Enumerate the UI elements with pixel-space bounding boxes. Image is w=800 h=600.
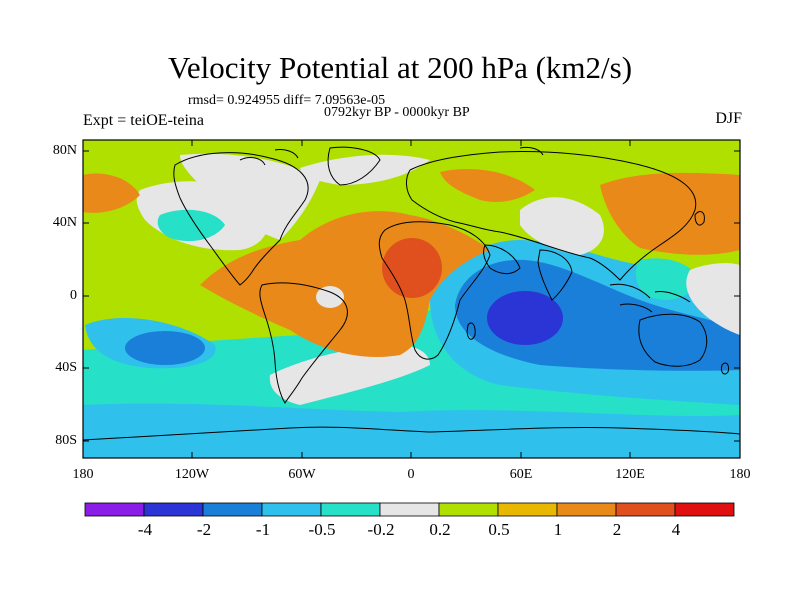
coast-japan [694,211,705,226]
stats-label: rmsd= 0.924955 diff= 7.09563e-05 [188,93,386,108]
colorbar-swatch [261,502,322,517]
coast-antarctica [83,426,740,441]
coast-greenland [327,146,381,186]
field-north-pacific-cyan [157,209,225,242]
colorbar-label: 1 [553,520,563,539]
coast-arctic-islands [239,146,544,166]
lon-tick-label: 180 [729,467,751,482]
colorbar-swatch [438,502,499,517]
field-south-atlantic-grey [269,344,430,405]
colorbar-swatch [84,502,145,517]
field-east-pacific-grey [686,263,740,335]
colorbar-swatch [674,502,735,517]
field-amazon-grey [316,286,344,308]
lon-tick-label: 0 [407,467,415,482]
colorbar-label: -1 [255,520,271,539]
colorbar-swatch [320,502,381,517]
field-north-west-orange [83,173,140,213]
lon-tick-label: 120E [615,467,645,482]
field-south-pacific-mid [125,331,205,365]
colorbar-label: -4 [137,520,153,539]
colorbar-swatch [615,502,676,517]
colorbar [84,502,735,517]
velocity-potential-field [83,140,740,458]
lon-tick-label: 60E [509,467,533,482]
colorbar-swatch [379,502,440,517]
lat-tick-label: 40S [55,360,77,375]
field-north-africa-orange [440,169,535,202]
coast-australia [638,313,708,367]
experiment-label: Expt = teiOE-teina [83,112,204,129]
coast-new-zealand [721,362,729,375]
field-asia-grey [520,197,604,255]
lon-tick-label: 60W [288,467,316,482]
colorbar-label: 2 [612,520,622,539]
colorbar-label: -2 [196,520,212,539]
lon-tick-label: 180 [72,467,94,482]
lon-tick-label: 120W [174,467,210,482]
coast-madagascar [466,322,476,340]
field-maritime-cyan [635,258,700,300]
tick-marks [82,140,741,458]
lat-tick-label: 0 [70,288,77,303]
period-label: 0792kyr BP - 0000kyr BP [324,105,470,120]
colorbar-label: 0.5 [488,520,510,539]
colorbar-swatch [143,502,204,517]
lat-tick-label: 80S [55,433,77,448]
colorbar-label: -0.2 [367,520,395,539]
coast-north-america [173,152,309,286]
coastlines [83,146,740,441]
field-indian-ocean-core [487,291,563,345]
season-label: DJF [715,110,742,127]
coast-south-america [259,282,348,404]
coast-africa [378,221,491,360]
coast-indonesia [609,283,691,313]
chart-title: Velocity Potential at 200 hPa (km2/s) [167,50,633,85]
coast-arabia [483,244,521,275]
colorbar-swatch [556,502,617,517]
coast-india [537,249,573,301]
field-north-america-grey [180,153,320,240]
colorbar-label: -0.5 [308,520,336,539]
field-africa-core [382,238,442,298]
colorbar-label: 0.2 [429,520,451,539]
lat-tick-label: 80N [52,143,77,158]
coast-eurasia [406,151,697,281]
lat-tick-label: 40N [52,215,77,230]
colorbar-swatch [497,502,558,517]
field-north-east-orange [600,172,740,255]
colorbar-swatch [202,502,263,517]
colorbar-label: 4 [671,520,681,539]
